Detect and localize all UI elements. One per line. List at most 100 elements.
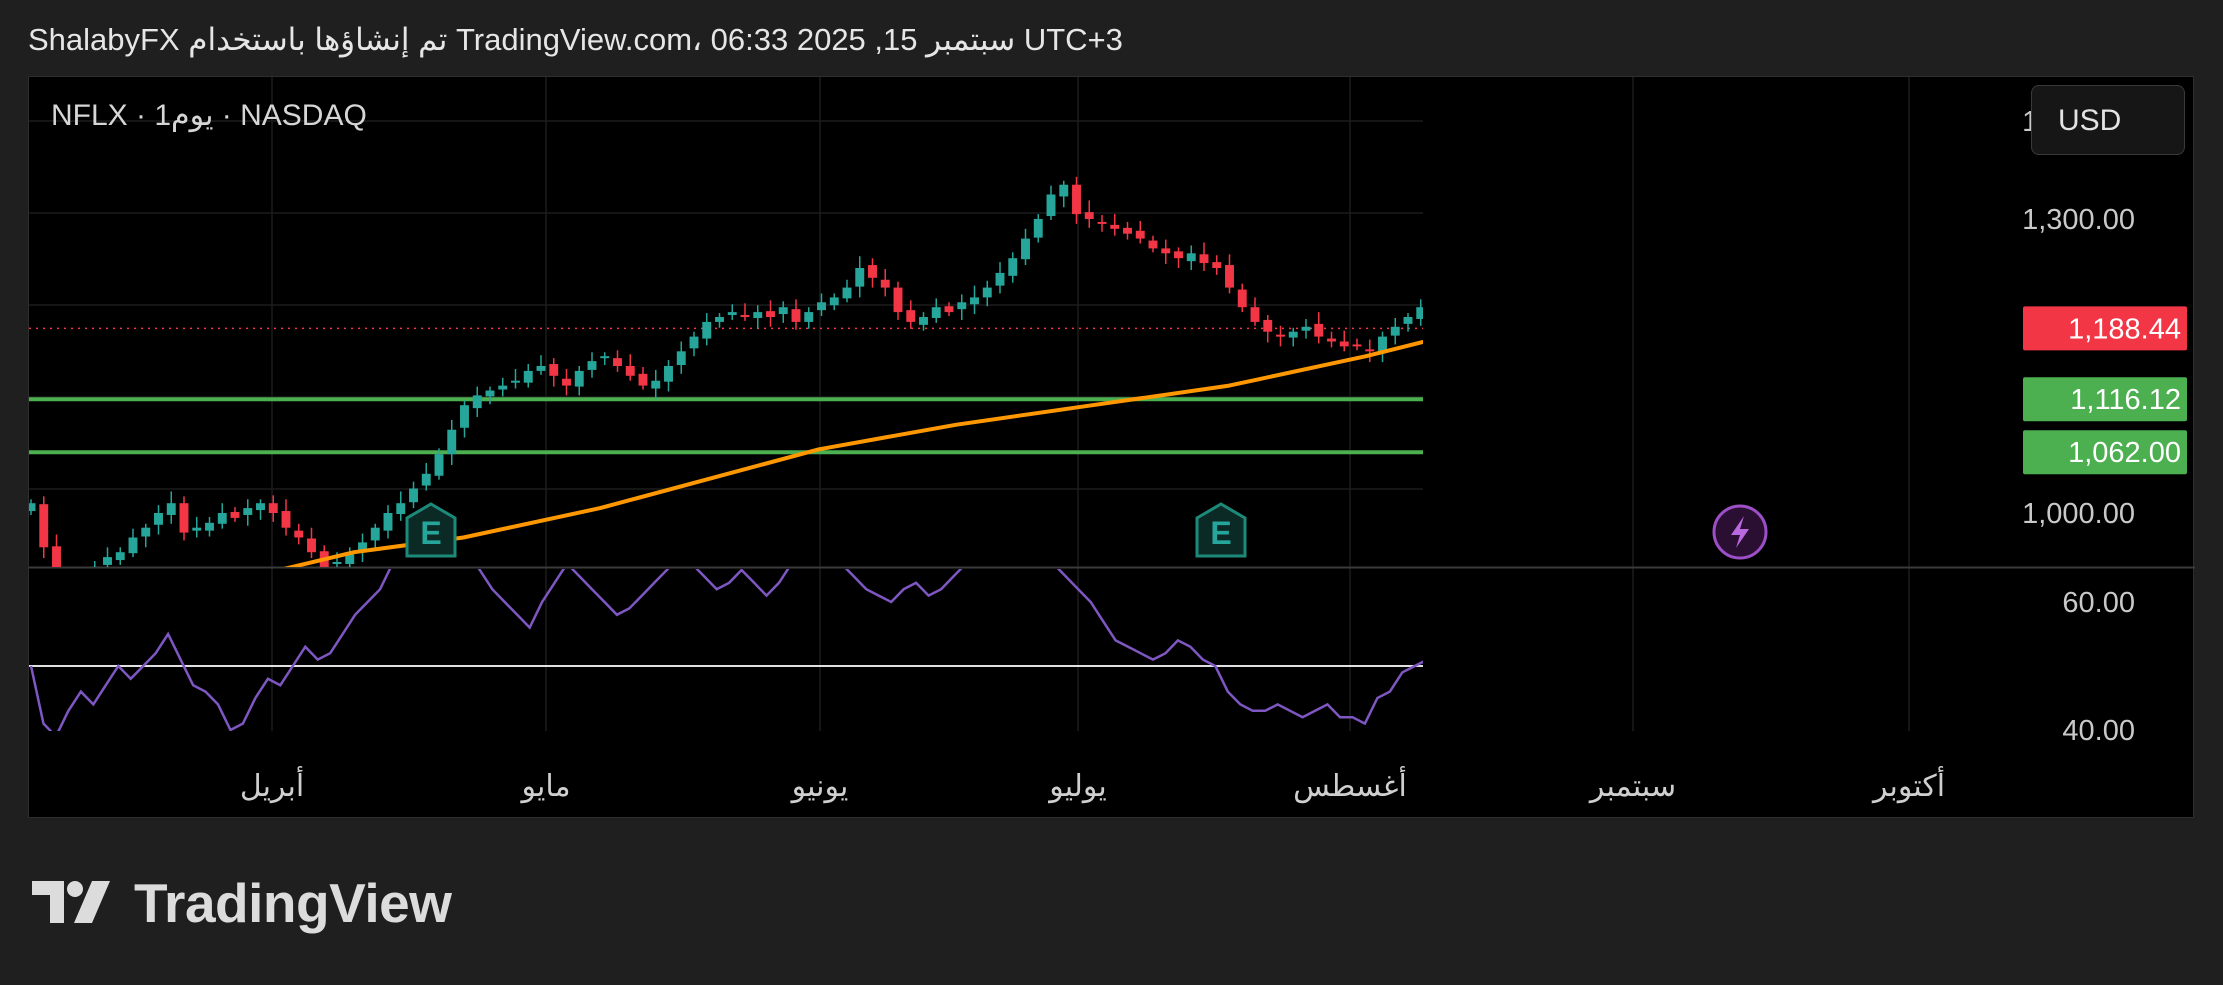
candle xyxy=(957,294,967,320)
candle xyxy=(574,366,584,396)
candle xyxy=(383,505,393,539)
candle-body xyxy=(664,366,673,382)
candle-body xyxy=(1339,341,1349,347)
candle-body xyxy=(817,302,826,311)
candle xyxy=(804,307,814,329)
candle-body xyxy=(1110,224,1120,229)
candle xyxy=(447,419,457,465)
last-price-tag-text: 1,188.44 xyxy=(2068,313,2181,345)
month-label: يونيو xyxy=(790,769,849,804)
candle-body xyxy=(842,287,852,299)
axis-layer: 1,400.001,300.001,000.0060.0040.00أبريلم… xyxy=(240,106,2135,804)
candle xyxy=(1646,266,1655,283)
candle-body xyxy=(1314,323,1324,337)
candle-body xyxy=(29,503,36,512)
candle-body xyxy=(1148,240,1158,249)
last-price-tag: 1,188.44 xyxy=(2023,306,2187,351)
candle-body xyxy=(1021,238,1030,260)
candle xyxy=(281,499,291,536)
candle xyxy=(1250,297,1260,326)
candle-body xyxy=(906,310,916,322)
candle-body xyxy=(39,504,49,548)
candle-body xyxy=(1710,315,1719,327)
grid-layer xyxy=(29,77,2195,731)
candle-body xyxy=(1135,230,1145,239)
candle-body xyxy=(1429,302,1438,307)
month-label: مايو xyxy=(519,769,570,804)
candle-body xyxy=(562,378,571,386)
candle xyxy=(727,304,737,320)
candle xyxy=(115,547,125,565)
candle-body xyxy=(52,546,61,567)
candle-body xyxy=(179,503,189,533)
candle-body xyxy=(829,297,839,306)
candle-body xyxy=(1008,258,1018,276)
candle xyxy=(638,366,648,390)
candle-body xyxy=(1569,296,1578,307)
earnings-marker: E xyxy=(405,502,457,558)
candle-body xyxy=(982,287,992,298)
candle-body xyxy=(1033,219,1043,238)
candle xyxy=(906,300,916,329)
candle xyxy=(1506,300,1515,325)
candle xyxy=(1199,242,1209,271)
candle xyxy=(970,285,979,315)
candle-body xyxy=(1442,300,1451,307)
candle-body xyxy=(1659,277,1668,283)
chart-frame[interactable]: EE 1,400.001,300.001,000.0060.0040.00أبر… xyxy=(28,76,2195,819)
candle-body xyxy=(1250,307,1260,322)
candle-body xyxy=(115,552,125,561)
candle-body xyxy=(1352,344,1362,347)
candle-body xyxy=(1378,336,1387,353)
candle xyxy=(1620,269,1629,293)
candle xyxy=(1135,220,1145,244)
candle-body xyxy=(995,272,1005,286)
candle xyxy=(766,300,775,327)
candle-body xyxy=(791,309,801,322)
candle xyxy=(600,352,610,366)
price-tick-label: 1,300.00 xyxy=(2022,204,2135,236)
candle-body xyxy=(268,503,278,513)
symbol-label: NFLX · 1يوم · NASDAQ xyxy=(51,99,367,132)
candle-body xyxy=(600,356,610,359)
candle-body xyxy=(1097,221,1107,224)
candle xyxy=(256,499,265,520)
candle xyxy=(1288,327,1298,347)
candle-body xyxy=(1123,227,1132,234)
candle-body xyxy=(358,542,367,553)
candle-body xyxy=(1557,297,1566,303)
candle xyxy=(1365,339,1375,363)
currency-button[interactable]: USD xyxy=(2031,85,2185,155)
candle xyxy=(1059,180,1069,208)
candle xyxy=(753,305,763,329)
candle-body xyxy=(1301,326,1311,331)
candle xyxy=(1569,286,1578,318)
candle-body xyxy=(103,557,112,565)
candle-body xyxy=(1225,265,1234,288)
candle xyxy=(1225,254,1234,294)
candle xyxy=(1148,235,1158,253)
candle-body xyxy=(447,429,457,455)
candle xyxy=(179,496,189,541)
candle xyxy=(1493,290,1502,316)
candle-body xyxy=(1174,251,1183,259)
candle xyxy=(1021,228,1030,266)
candle xyxy=(689,331,699,357)
candle-body xyxy=(1608,288,1617,293)
candle xyxy=(791,299,801,330)
candle-body xyxy=(1544,302,1553,310)
candle xyxy=(1710,305,1719,334)
candle xyxy=(1557,291,1566,308)
tags-layer: 1,188.44 1,116.12 1,062.00 xyxy=(2023,306,2187,475)
earnings-label: E xyxy=(420,515,441,551)
candle xyxy=(1659,265,1668,287)
candle-body xyxy=(192,527,202,531)
candle-body xyxy=(1276,334,1285,337)
candle-body xyxy=(1467,288,1476,294)
candle xyxy=(1429,291,1438,314)
candle-body xyxy=(676,351,686,366)
candle xyxy=(982,280,992,307)
candle xyxy=(205,516,214,537)
chart-svg[interactable]: EE 1,400.001,300.001,000.0060.0040.00أبر… xyxy=(29,77,2195,819)
candle xyxy=(868,258,877,288)
